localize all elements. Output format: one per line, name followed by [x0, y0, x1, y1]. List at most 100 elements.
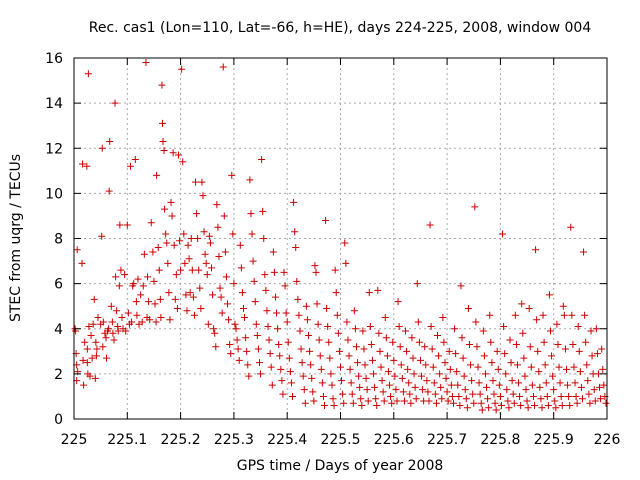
data-point [196, 284, 204, 292]
data-point [114, 322, 122, 330]
data-point [259, 207, 267, 215]
data-point [419, 386, 427, 394]
data-point [184, 241, 192, 249]
data-point [263, 307, 271, 315]
data-point [307, 361, 315, 369]
data-point [291, 228, 299, 236]
data-point [92, 338, 100, 346]
data-point [255, 359, 263, 367]
data-point [389, 338, 397, 346]
data-point [341, 239, 349, 247]
data-point [237, 264, 245, 272]
data-point [516, 392, 524, 400]
data-point [560, 311, 568, 319]
data-point [343, 318, 351, 326]
x-tick-label: 225.7 [427, 432, 467, 448]
data-point [538, 404, 546, 412]
data-point [408, 334, 416, 342]
data-point [446, 365, 454, 373]
data-point [370, 370, 378, 378]
data-point [239, 304, 247, 312]
data-point [123, 221, 131, 229]
data-point [407, 399, 415, 407]
data-point [144, 273, 152, 281]
data-point [495, 381, 503, 389]
data-point [453, 368, 461, 376]
data-point [297, 345, 305, 353]
data-point [536, 383, 544, 391]
data-point [105, 187, 113, 195]
data-point [283, 318, 291, 326]
data-point [334, 329, 342, 337]
data-point [185, 255, 193, 263]
data-point [547, 327, 555, 335]
data-point [364, 397, 372, 405]
data-point [565, 392, 573, 400]
data-point [158, 81, 166, 89]
data-point [365, 289, 373, 297]
data-point [444, 397, 452, 405]
data-point [208, 264, 216, 272]
data-point [587, 327, 595, 335]
x-tick-label: 225.9 [534, 432, 574, 448]
data-point [415, 338, 423, 346]
y-tick-label: 8 [54, 232, 63, 248]
data-point [500, 322, 508, 330]
data-point [539, 311, 547, 319]
data-point [268, 381, 276, 389]
data-point [326, 354, 334, 362]
data-point [88, 354, 96, 362]
data-point [452, 350, 460, 358]
data-point [477, 399, 485, 407]
data-point [424, 388, 432, 396]
data-point [154, 244, 162, 252]
data-point [600, 381, 608, 389]
data-point [220, 212, 228, 220]
data-point [73, 246, 81, 254]
data-point [212, 343, 220, 351]
data-point [590, 386, 598, 394]
data-point [360, 345, 368, 353]
data-point [447, 381, 455, 389]
data-point [189, 293, 197, 301]
data-point [489, 377, 497, 385]
data-point [251, 298, 259, 306]
data-point [510, 399, 518, 407]
data-point [267, 363, 275, 371]
data-point [265, 336, 273, 344]
y-tick-label: 14 [45, 96, 63, 112]
y-tick-label: 16 [45, 51, 63, 67]
data-point [109, 329, 117, 337]
data-point [183, 307, 191, 315]
data-point [204, 320, 212, 328]
data-point [121, 271, 129, 279]
x-tick-label: 225.8 [480, 432, 520, 448]
data-point [566, 401, 574, 409]
data-point [490, 390, 498, 398]
grid [74, 58, 607, 419]
data-point [394, 298, 402, 306]
data-point [425, 397, 433, 405]
data-point [591, 397, 599, 405]
data-point [551, 397, 559, 405]
data-point [122, 327, 130, 335]
data-point [80, 381, 88, 389]
data-point [592, 325, 600, 333]
data-point [152, 318, 160, 326]
data-point [556, 379, 564, 387]
data-point [209, 291, 217, 299]
data-point [79, 356, 87, 364]
data-point [507, 359, 515, 367]
data-point [573, 399, 581, 407]
data-point [296, 327, 304, 335]
data-point [132, 298, 140, 306]
data-point [431, 390, 439, 398]
data-point [114, 327, 122, 335]
data-point [559, 302, 567, 310]
data-point [454, 381, 462, 389]
data-point [302, 302, 310, 310]
y-tick-label: 4 [54, 322, 63, 338]
data-point [278, 377, 286, 385]
data-point [567, 223, 575, 231]
data-point [171, 295, 179, 303]
